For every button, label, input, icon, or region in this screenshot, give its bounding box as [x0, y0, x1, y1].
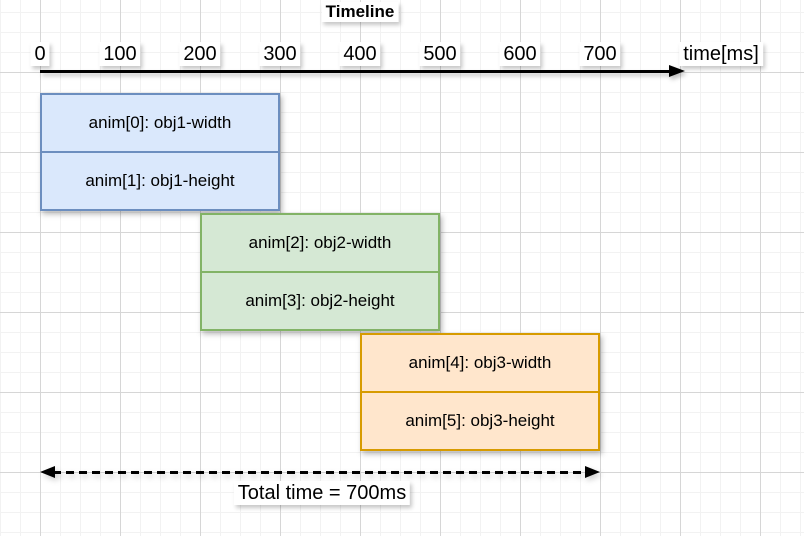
arrowhead-left-icon: [40, 466, 55, 478]
anim-bar-4: anim[4]: obj3-width: [360, 333, 600, 393]
anim-group-obj2: anim[2]: obj2-width anim[3]: obj2-height: [200, 213, 440, 331]
anim-bar-5: anim[5]: obj3-height: [360, 391, 600, 451]
anim-bar-2-label: anim[2]: obj2-width: [248, 233, 392, 252]
axis-tick-400: 400: [339, 42, 381, 66]
anim-group-obj3: anim[4]: obj3-width anim[5]: obj3-height: [360, 333, 600, 451]
anim-bar-1-label: anim[1]: obj1-height: [85, 171, 235, 190]
axis-tick-300: 300: [259, 42, 301, 66]
anim-bar-3: anim[3]: obj2-height: [200, 271, 440, 331]
anim-bar-4-label: anim[4]: obj3-width: [408, 353, 552, 372]
anim-bar-0-label: anim[0]: obj1-width: [88, 113, 232, 132]
diagram-title: Timeline: [321, 2, 399, 23]
anim-bar-5-label: anim[5]: obj3-height: [405, 411, 555, 430]
axis-tick-100: 100: [99, 42, 141, 66]
axis-line: [40, 70, 672, 73]
axis-unit-label: time[ms]: [679, 42, 763, 66]
anim-bar-3-label: anim[3]: obj2-height: [245, 291, 395, 310]
anim-bar-0: anim[0]: obj1-width: [40, 93, 280, 153]
axis-tick-200: 200: [179, 42, 221, 66]
arrowhead-right-icon: [585, 466, 600, 478]
axis-tick-700: 700: [579, 42, 621, 66]
axis-tick-500: 500: [419, 42, 461, 66]
axis-tick-0: 0: [30, 42, 50, 66]
total-time-label: Total time = 700ms: [233, 481, 411, 505]
axis-tick-600: 600: [499, 42, 541, 66]
anim-group-obj1: anim[0]: obj1-width anim[1]: obj1-height: [40, 93, 280, 211]
anim-bar-2: anim[2]: obj2-width: [200, 213, 440, 273]
axis-arrowhead-right-icon: [669, 65, 685, 77]
dashed-line: [53, 471, 587, 474]
anim-bar-1: anim[1]: obj1-height: [40, 151, 280, 211]
